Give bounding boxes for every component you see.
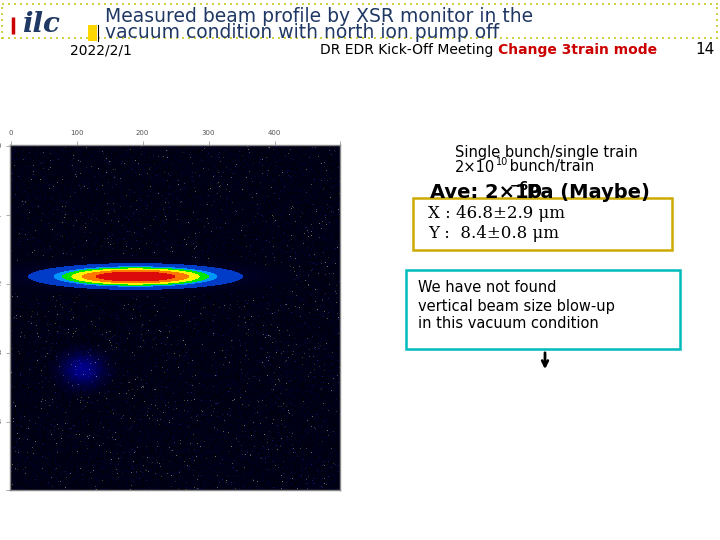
Text: −6: −6 (510, 179, 529, 192)
Text: Pa (Maybe): Pa (Maybe) (520, 183, 650, 201)
Text: 2×10: 2×10 (455, 159, 495, 174)
Text: vacuum condition with north ion pump off: vacuum condition with north ion pump off (105, 24, 499, 43)
Text: 2022/2/1: 2022/2/1 (70, 43, 132, 57)
Text: 14: 14 (695, 43, 714, 57)
Text: ilc: ilc (22, 11, 60, 38)
Text: Single bunch/single train: Single bunch/single train (455, 145, 638, 159)
Text: We have not found: We have not found (418, 280, 557, 295)
FancyBboxPatch shape (406, 270, 680, 349)
Text: vertical beam size blow-up: vertical beam size blow-up (418, 299, 615, 314)
Text: Y :  8.4±0.8 μm: Y : 8.4±0.8 μm (428, 225, 559, 241)
Text: DR EDR Kick-Off Meeting: DR EDR Kick-Off Meeting (320, 43, 493, 57)
Text: Change 3train mode: Change 3train mode (498, 43, 657, 57)
Text: in this vacuum condition: in this vacuum condition (418, 316, 599, 332)
Text: Ave: 2×10: Ave: 2×10 (430, 183, 542, 201)
Text: X : 46.8±2.9 μm: X : 46.8±2.9 μm (428, 206, 565, 222)
Text: bunch/train: bunch/train (505, 159, 594, 174)
FancyBboxPatch shape (413, 198, 672, 250)
Text: 10: 10 (496, 157, 508, 167)
Text: Measured beam profile by XSR monitor in the: Measured beam profile by XSR monitor in … (105, 6, 533, 25)
FancyBboxPatch shape (88, 25, 97, 41)
